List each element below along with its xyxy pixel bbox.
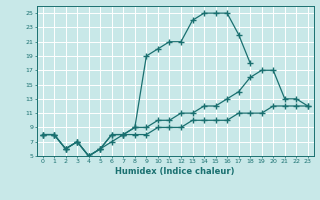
X-axis label: Humidex (Indice chaleur): Humidex (Indice chaleur) xyxy=(116,167,235,176)
